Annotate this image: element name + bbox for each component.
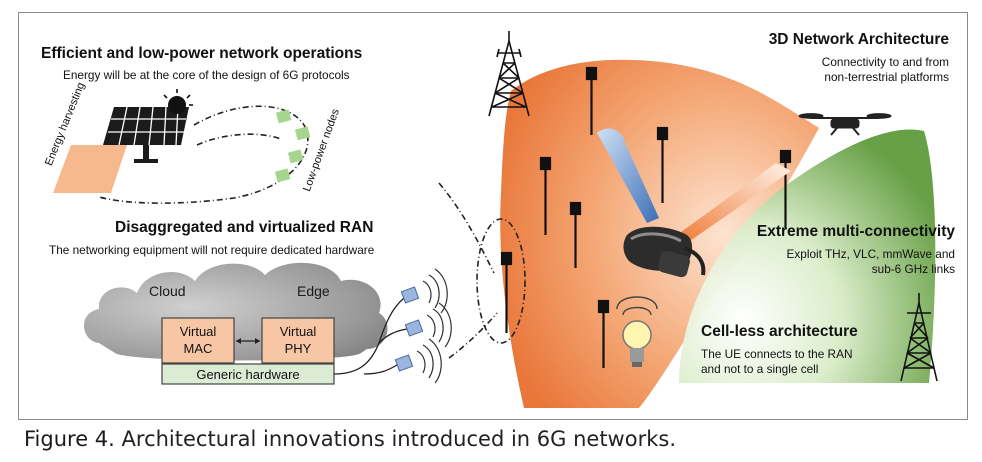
pole-2 — [656, 126, 669, 203]
pole-6 — [500, 251, 513, 333]
virtual-mac-box — [161, 317, 235, 364]
multi-line1: Exploit THz, VLC, mmWave and — [786, 247, 956, 261]
fronthaul-links — [333, 297, 408, 375]
pole-1 — [585, 66, 598, 135]
cell-tower-right-icon — [900, 293, 938, 382]
thz-beam-blue — [597, 128, 659, 223]
energy-loop-dashed — [98, 105, 309, 204]
arch3d-title: 3D Network Architecture — [768, 31, 949, 48]
multi-line2: sub-6 GHz links — [871, 262, 955, 276]
energy-loop-dashed-2 — [196, 133, 282, 146]
cellless-line1: The UE connects to the RAN — [701, 347, 853, 361]
pole-7 — [597, 299, 610, 368]
radio-wave-icons — [416, 268, 452, 384]
small-cell-poles — [500, 66, 792, 368]
sun-icon — [163, 89, 193, 114]
generic-hardware-label: Generic hardware — [196, 367, 300, 382]
diagram-canvas — [53, 31, 938, 408]
figure-caption: Figure 4. Architectural innovations intr… — [24, 427, 676, 451]
edge-label: Edge — [297, 283, 330, 299]
divider-dashed-line — [438, 182, 495, 274]
light-bulb-icon — [616, 296, 658, 367]
pole-4 — [569, 201, 582, 268]
pole-3 — [539, 156, 552, 235]
energy-harvesting-area — [53, 145, 127, 193]
zoom-ellipse — [476, 218, 526, 344]
efficient-subtitle: Energy will be at the core of the design… — [63, 68, 350, 82]
efficient-title: Efficient and low-power network operatio… — [41, 45, 363, 62]
cloud-label: Cloud — [149, 283, 186, 299]
figure-frame: Efficient and low-power network operatio… — [18, 12, 968, 420]
radio-unit-icons — [394, 286, 424, 372]
multi-title: Extreme multi-connectivity — [756, 223, 955, 240]
arch3d-line1: Connectivity to and from — [821, 55, 949, 69]
cellless-line2: and not to a single cell — [701, 362, 819, 376]
divider-dashed-line-2 — [448, 312, 498, 359]
mmwave-beam-orange — [677, 163, 791, 245]
ran-subtitle: The networking equipment will not requir… — [49, 243, 375, 257]
caption-label: Figure 4. — [24, 427, 115, 451]
green-coverage-region — [679, 129, 936, 383]
virtual-phy-box — [261, 317, 335, 364]
virtual-phy-label: Virtual PHY — [279, 324, 317, 356]
vr-headset-icon — [623, 226, 706, 278]
cell-tower-left-icon — [488, 31, 530, 117]
caption-text: Architectural innovations introduced in … — [121, 427, 676, 451]
arch3d-line2: non-terrestrial platforms — [824, 70, 949, 84]
low-power-node-icons — [274, 109, 311, 183]
ran-title: Disaggregated and virtualized RAN — [115, 219, 374, 236]
drone-icon — [798, 113, 892, 136]
cloud-shape — [83, 262, 388, 361]
solar-panel-icon — [103, 106, 189, 163]
cellless-title: Cell-less architecture — [701, 323, 858, 340]
virtual-mac-label: Virtual MAC — [179, 324, 217, 356]
